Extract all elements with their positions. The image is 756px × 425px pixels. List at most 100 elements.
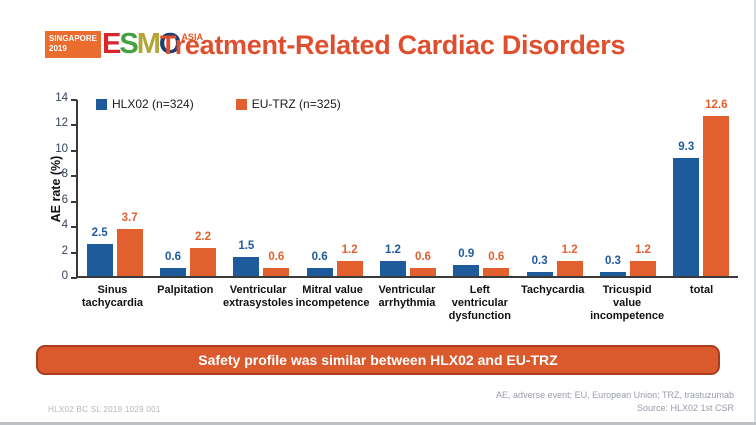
bar-value-label: 0.3 [604,255,621,268]
bar-group: 0.3 1.2 [518,244,591,276]
bar-value-label: 0.6 [488,251,505,264]
y-tick-label: 10 [55,142,68,155]
bar: 2.2 [189,231,216,276]
category-label: Ventricular arrhythmia [378,284,436,310]
bar: 3.7 [116,212,143,276]
esmo-letter: S [119,28,138,60]
bar-value-label: 0.3 [531,255,548,268]
y-tick-mark [71,251,77,254]
bar-group: 0.6 2.2 [151,231,224,276]
bar: 9.3 [673,141,700,276]
bar-group: 9.3 12.6 [665,99,738,276]
asia-superscript: ASIA [181,32,203,42]
slide-edge-bottom [0,422,756,425]
y-tick-label: 6 [61,193,68,206]
bar-group: 2.5 3.7 [78,212,151,276]
category-label: Tachycardia [521,284,585,296]
bar-value-label: 1.5 [238,239,255,252]
esmo-letter: M [136,28,161,60]
source-line: Source: HLX02 1st CSR [636,403,734,414]
bar-value-label: 3.7 [121,211,138,224]
y-tick-mark [71,175,77,178]
chart-legend: HLX02 (n=324) EU-TRZ (n=325) [96,97,341,111]
bar: 0.6 [306,251,333,276]
badge-line2: 2019 [49,44,67,53]
bar: 12.6 [703,99,730,276]
bar: 1.5 [233,240,260,276]
bar-value-label: 1.2 [384,243,401,256]
bar-value-label: 2.2 [194,231,211,244]
bar: 0.6 [263,251,290,276]
legend-item: HLX02 (n=324) [96,97,194,111]
esmo-letter: O [158,28,182,60]
conclusion-text: Safety profile was similar between HLX02… [198,352,558,368]
category-label: Palpitation [157,284,214,296]
legend-item: EU-TRZ (n=325) [235,97,341,111]
bar-value-label: 0.6 [268,251,285,264]
page-title: Treatment-Related Cardiac Disorders [160,30,626,60]
y-tick-mark [71,149,77,152]
bar: 0.6 [159,251,186,276]
category-label: total [689,284,714,296]
legend-swatch [235,98,247,110]
category-label: Mitral value incompetence [295,284,370,310]
y-tick-mark [71,99,77,101]
y-tick-label: 12 [55,117,68,130]
slide-edge-right [754,0,756,425]
bar-group: 0.3 1.2 [591,244,664,276]
legend-label: EU-TRZ (n=325) [251,97,341,111]
bar-value-label: 12.6 [705,98,728,111]
bar-groups: 2.5 3.7 0.6 2.2 1.5 0.6 0.6 1.2 1.2 0.6 0.9 0.6 0.3 1… [78,99,738,276]
bar: 0.6 [483,251,510,276]
y-tick-mark [71,277,77,279]
y-tick-label: 0 [61,270,68,282]
bar-value-label: 1.2 [341,243,358,256]
category-label: Left ventricular dysfunction [448,284,511,323]
bar-value-label: 0.9 [458,247,475,260]
bar-value-label: 0.6 [311,251,328,264]
category-label: Tricuspid value incompetence [590,284,665,323]
bar: 0.3 [599,255,626,276]
bar-value-label: 1.2 [561,243,578,256]
bar-value-label: 0.6 [164,251,181,264]
conclusion-banner: Safety profile was similar between HLX02… [36,345,720,375]
abbreviations-footnote: AE, adverse event; EU, European Union; T… [496,389,734,415]
legend-swatch [96,98,107,110]
bar-chart: AE rate (%) 0 2 4 6 8 10 12 14 2.5 3.7 0.6 2.2 1.5 0.… [40,90,746,340]
bar: 1.2 [379,244,406,276]
y-tick-mark [71,124,77,127]
category-label: Sinus tachycardia [81,284,143,310]
plot-area: 0 2 4 6 8 10 12 14 2.5 3.7 0.6 2.2 1.5 0.6 0.6 1.2 1.2 0.… [55,92,738,282]
bar: 0.9 [453,248,480,276]
y-tick-label: 8 [61,168,68,181]
bar-group: 0.9 0.6 [445,248,518,276]
bar-value-label: 9.3 [678,140,695,153]
y-tick-mark [71,200,77,203]
bar: 0.3 [526,255,553,276]
bar-group: 1.2 0.6 [371,244,444,276]
bar-group: 1.5 0.6 [225,240,298,276]
y-tick-mark [71,226,77,229]
bar: 1.2 [336,244,363,276]
bar: 1.2 [629,244,656,276]
bar-value-label: 2.5 [91,227,108,240]
y-tick-label: 14 [55,92,68,104]
badge-line1: SINGAPORE [49,34,98,43]
x-axis-labels: Sinus tachycardia Palpitation Ventricular … [76,284,738,324]
abbreviations-line: AE, adverse event; EU, European Union; T… [496,390,734,400]
bar: 1.2 [556,244,583,276]
bar-group: 0.6 1.2 [298,244,371,276]
slide-id-footnote: HLX02 BC SL 2019 1029 001 [48,405,161,414]
singapore-2019-badge: SINGAPORE 2019 [45,31,102,58]
category-label: Ventricular extrasystoles [222,284,294,310]
esmo-letter: E [102,28,121,60]
bar: 2.5 [86,227,113,276]
bar-value-label: 0.6 [414,251,431,264]
bar-value-label: 1.2 [634,243,651,256]
y-tick-label: 4 [61,219,68,232]
bar: 0.6 [409,251,436,276]
legend-label: HLX02 (n=324) [112,97,194,111]
